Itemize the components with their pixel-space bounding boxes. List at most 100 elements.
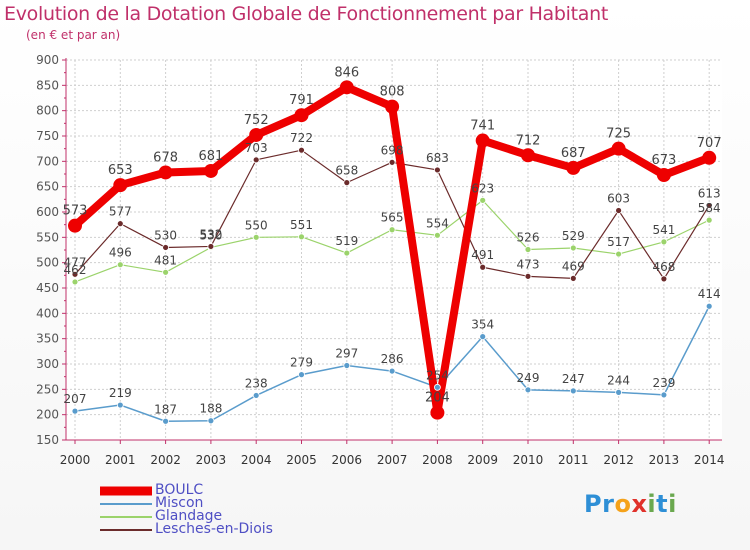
data-label: 188	[199, 402, 222, 416]
data-label: 551	[290, 218, 313, 232]
data-label: 530	[199, 228, 222, 242]
data-label: 219	[109, 386, 132, 400]
x-ticks: 2000 2001 2002 2003 2004 2005 2006 2007 2008 2009…	[60, 440, 725, 467]
y-ticks: 150 200 250 300 350 400 450 500 550 600 650 700 750 8…	[36, 53, 66, 447]
y-tick-label: 650	[36, 180, 59, 194]
x-tick-label: 2012	[603, 453, 634, 467]
data-label: 238	[245, 376, 268, 390]
data-point	[702, 150, 717, 165]
data-label: 752	[244, 113, 269, 128]
data-label: 613	[698, 186, 721, 200]
data-point	[660, 391, 668, 399]
data-label: 207	[64, 392, 87, 406]
data-point	[113, 178, 128, 193]
data-label: 496	[109, 246, 132, 260]
data-label: 462	[64, 263, 87, 277]
data-point	[162, 244, 170, 251]
legend: BOULC Miscon Glandage Lesches-en-Diois	[100, 482, 340, 537]
data-label: 565	[381, 211, 404, 225]
data-point	[343, 249, 351, 257]
data-point	[433, 166, 441, 174]
data-point	[524, 386, 532, 394]
x-tick-label: 2007	[377, 453, 408, 467]
x-tick-label: 2001	[105, 453, 136, 467]
legend-label: Lesches-en-Diois	[155, 521, 273, 537]
legend-swatch	[100, 528, 152, 531]
data-point	[207, 243, 215, 250]
data-label: 573	[63, 204, 88, 219]
data-point	[433, 231, 441, 239]
data-label: 239	[652, 376, 675, 390]
x-tick-label: 2005	[286, 453, 317, 467]
data-label: 187	[154, 402, 177, 416]
legend-swatch	[100, 502, 152, 505]
y-tick-label: 700	[36, 154, 59, 168]
data-point	[252, 233, 260, 241]
data-label: 673	[651, 153, 676, 168]
data-label: 698	[381, 143, 404, 157]
data-label: 554	[426, 216, 449, 230]
logo-letter: i	[647, 490, 657, 518]
data-point	[71, 407, 79, 415]
data-point	[615, 250, 622, 258]
data-label: 722	[290, 131, 313, 145]
x-tick-label: 2013	[649, 453, 680, 467]
data-point	[615, 388, 622, 396]
logo-letter: o	[614, 490, 632, 518]
data-label: 577	[109, 205, 132, 219]
data-label: 603	[607, 191, 630, 205]
data-point	[475, 133, 490, 148]
data-point	[524, 272, 532, 280]
data-label: 491	[471, 248, 494, 262]
data-point	[479, 263, 487, 271]
data-point	[71, 278, 79, 286]
y-tick-label: 550	[36, 230, 59, 244]
logo-letter: t	[656, 490, 669, 518]
y-tick-label: 400	[36, 306, 59, 320]
y-tick-label: 150	[36, 433, 59, 447]
legend-item: Lesches-en-Diois	[100, 521, 340, 537]
data-label: 354	[471, 318, 494, 332]
data-label: 808	[380, 85, 405, 100]
y-tick-label: 600	[36, 205, 59, 219]
data-label: 297	[335, 347, 358, 361]
data-point	[388, 226, 396, 234]
data-point	[611, 141, 626, 156]
data-point	[158, 165, 173, 180]
data-label: 481	[154, 253, 177, 267]
x-tick-label: 2014	[694, 453, 725, 467]
data-point	[566, 160, 581, 175]
x-tick-label: 2011	[558, 453, 589, 467]
data-label: 244	[607, 373, 630, 387]
y-tick-label: 350	[36, 332, 59, 346]
legend-item: Miscon	[100, 495, 340, 511]
data-label: 414	[698, 287, 721, 301]
data-label: 623	[471, 181, 494, 195]
x-tick-label: 2000	[60, 453, 91, 467]
chart-subtitle: (en € et par an)	[26, 28, 121, 42]
y-tick-label: 250	[36, 382, 59, 396]
data-point	[252, 156, 260, 164]
legend-item: Glandage	[100, 508, 340, 524]
legend-label: BOULC	[155, 482, 204, 498]
data-label: 725	[606, 127, 631, 142]
logo-letter: x	[631, 490, 648, 518]
x-tick-label: 2002	[150, 453, 181, 467]
data-label: 468	[652, 260, 675, 274]
chart-title: Evolution de la Dotation Globale de Fonc…	[4, 3, 609, 25]
data-point	[656, 168, 671, 183]
data-point	[116, 261, 124, 269]
data-label: 741	[470, 119, 495, 134]
data-point	[298, 233, 305, 241]
x-tick-label: 2003	[196, 453, 227, 467]
data-point	[388, 158, 396, 166]
data-point	[298, 146, 305, 154]
data-point	[433, 383, 441, 391]
data-point	[705, 216, 713, 224]
data-label: 532	[199, 227, 222, 241]
data-label: 530	[154, 228, 177, 242]
y-tick-label: 300	[36, 357, 59, 371]
data-label: 541	[652, 223, 675, 237]
data-point	[660, 238, 668, 246]
